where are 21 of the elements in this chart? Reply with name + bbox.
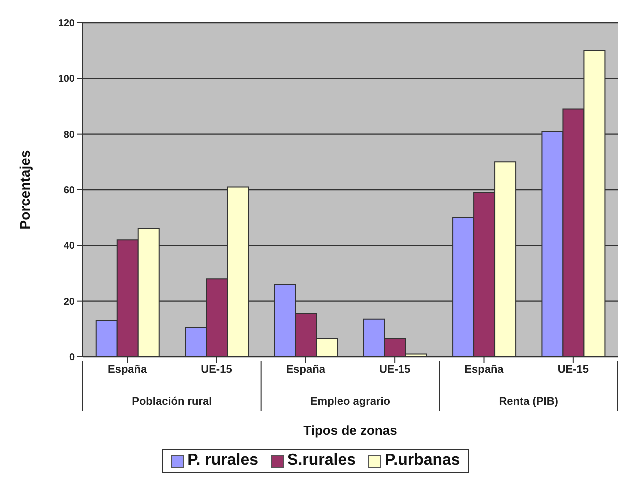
y-tick-label: 80: [64, 130, 76, 141]
x-axis-title: Tipos de zonas: [304, 423, 398, 438]
y-axis-title: Porcentajes: [16, 150, 33, 230]
y-tick-label: 60: [64, 186, 76, 197]
x-tick-label: España: [464, 364, 505, 376]
y-tick-label: 120: [58, 18, 76, 30]
x-tick-label: UE-15: [201, 364, 232, 376]
legend-label: S.rurales: [286, 452, 356, 470]
text: Renta (PIB): [499, 396, 559, 408]
x-tick-label: UE-15: [379, 364, 411, 376]
legend-label: P. rurales: [186, 452, 259, 470]
text: Empleo agrario: [310, 396, 391, 408]
text: Población rural: [132, 396, 212, 408]
y-tick-label: 0: [69, 352, 76, 364]
y-tick-label: 100: [58, 74, 76, 86]
y-tick-label: 20: [64, 296, 76, 308]
x-tick-label: España: [286, 364, 326, 376]
x-tick-label: UE-15: [558, 364, 590, 376]
y-tick-label: 40: [64, 241, 76, 252]
legend-label: P.urbanas: [384, 452, 460, 470]
x-tick-label: España: [108, 364, 148, 376]
